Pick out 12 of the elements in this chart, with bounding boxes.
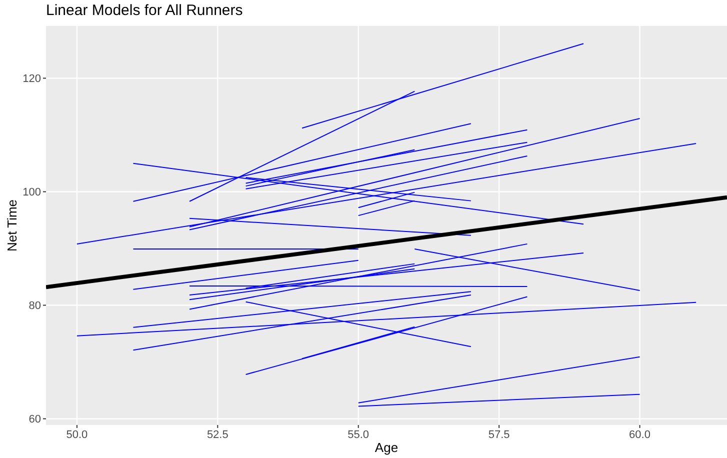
y-tick-label: 60 (28, 414, 41, 426)
x-tick-label: 50.0 (66, 428, 88, 441)
x-tick-label: 60.0 (629, 428, 650, 441)
y-tick-label: 100 (22, 186, 41, 199)
y-tick-label: 80 (28, 300, 41, 312)
y-tick-label: 120 (22, 73, 41, 86)
chart-title: Linear Models for All Runners (46, 2, 243, 19)
x-tick-label: 55.0 (348, 428, 370, 441)
y-axis-title: Net Time (4, 199, 20, 252)
x-tick-label: 52.5 (206, 428, 228, 441)
x-axis-title: Age (374, 440, 398, 455)
x-tick-label: 57.5 (488, 428, 510, 441)
